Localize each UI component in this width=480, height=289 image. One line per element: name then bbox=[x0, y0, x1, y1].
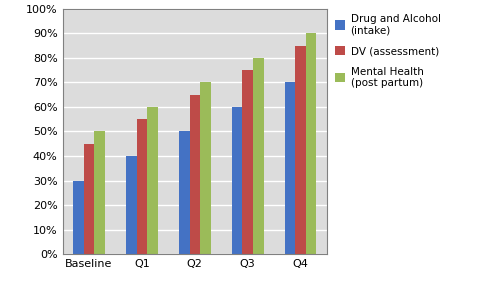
Bar bbox=[147, 107, 157, 254]
Bar bbox=[252, 58, 263, 254]
Bar bbox=[84, 144, 94, 254]
Bar bbox=[284, 82, 295, 254]
Bar bbox=[189, 95, 200, 254]
Bar bbox=[73, 181, 84, 254]
Bar bbox=[94, 131, 105, 254]
Bar bbox=[200, 82, 210, 254]
Bar bbox=[231, 107, 242, 254]
Bar bbox=[179, 131, 189, 254]
Bar bbox=[126, 156, 136, 254]
Bar bbox=[295, 45, 305, 254]
Bar bbox=[305, 33, 316, 254]
Bar bbox=[242, 70, 252, 254]
Bar bbox=[136, 119, 147, 254]
Legend: Drug and Alcohol
(intake), DV (assessment), Mental Health
(post partum): Drug and Alcohol (intake), DV (assessmen… bbox=[334, 14, 440, 88]
